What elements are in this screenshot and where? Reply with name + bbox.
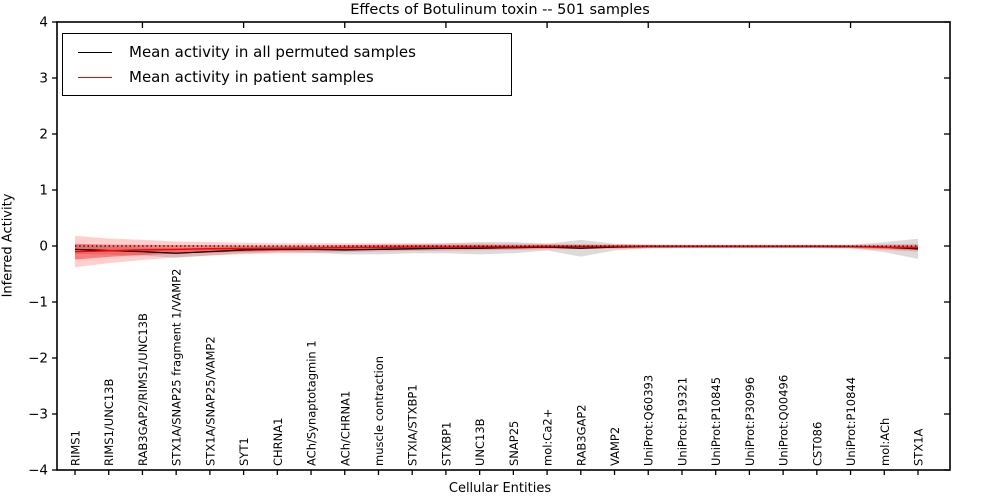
x-tick-label: RAB3GAP2/RIMS1/UNC13B	[136, 313, 150, 466]
y-tick-label: −4	[28, 463, 48, 479]
legend-item-permuted: Mean activity in all permuted samples	[63, 43, 511, 61]
x-tick-label: UniProt:Q60393	[642, 375, 656, 466]
x-tick-label: UniProt:P19321	[675, 377, 689, 466]
band-patient-samples-range-outer	[75, 235, 918, 268]
x-tick-label: STX1A/SNAP25/VAMP2	[203, 336, 217, 466]
y-tick-label: −1	[28, 295, 48, 311]
x-tick-label: UniProt:Q00496	[777, 375, 791, 466]
x-tick-label: UNC13B	[473, 418, 487, 466]
chart-title: Effects of Botulinum toxin -- 501 sample…	[350, 2, 650, 18]
legend: Mean activity in all permuted samples Me…	[62, 33, 512, 96]
x-tick-label: ACh/CHRNA1	[338, 391, 352, 466]
legend-item-patient: Mean activity in patient samples	[63, 68, 511, 86]
x-tick-label: STX1A	[912, 428, 926, 466]
y-tick-label: 2	[39, 127, 48, 143]
x-tick-label: RIMS1/UNC13B	[102, 379, 116, 466]
x-tick-label: mol:ACh	[878, 418, 892, 466]
legend-line-red-icon	[78, 76, 112, 78]
x-tick-label: UniProt:P10845	[709, 377, 723, 466]
legend-label: Mean activity in all permuted samples	[129, 43, 416, 61]
y-tick-label: −2	[28, 351, 48, 367]
x-tick-label: VAMP2	[608, 427, 622, 466]
x-tick-label: UniProt:P30996	[743, 377, 757, 466]
y-tick-label: 4	[39, 15, 48, 31]
x-tick-label: CST086	[810, 422, 824, 466]
x-tick-label: muscle contraction	[372, 356, 386, 466]
band-permuted-samples-range	[75, 238, 918, 259]
x-tick-label: STX1A/SNAP25 fragment 1/VAMP2	[170, 269, 184, 466]
y-tick-label: 0	[39, 239, 48, 255]
x-tick-label: mol:Ca2+	[541, 409, 555, 466]
x-tick-label: CHRNA1	[271, 418, 285, 466]
x-tick-label: ACh/Synaptotagmin 1	[305, 340, 319, 466]
x-tick-label: STXBP1	[439, 422, 453, 466]
x-tick-label: SYT1	[237, 437, 251, 466]
legend-line-black-icon	[78, 51, 112, 53]
x-tick-label: RIMS1	[69, 430, 83, 466]
x-tick-label: RAB3GAP2	[574, 404, 588, 466]
x-tick-label: UniProt:P10844	[844, 377, 858, 466]
x-tick-label: STXIA/STXBP1	[406, 384, 420, 466]
y-tick-label: −3	[28, 407, 48, 423]
x-axis-label: Cellular Entities	[448, 481, 552, 496]
legend-label: Mean activity in patient samples	[129, 68, 374, 86]
x-tick-label: SNAP25	[507, 421, 521, 466]
y-tick-label: 3	[39, 71, 48, 87]
y-tick-label: 1	[39, 183, 48, 199]
